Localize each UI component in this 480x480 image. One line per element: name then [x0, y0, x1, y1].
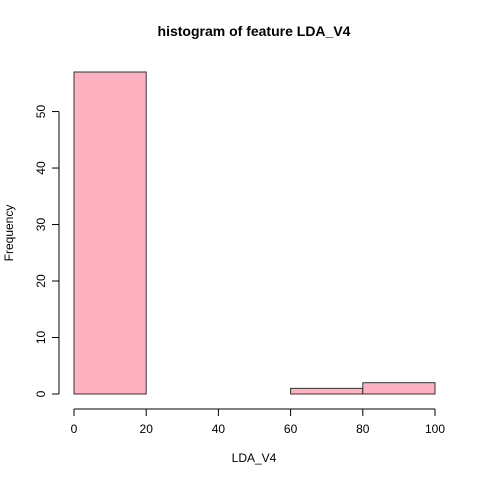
y-axis-label: Frequency — [2, 205, 16, 262]
y-tick-label: 20 — [34, 274, 48, 288]
x-axis-label: LDA_V4 — [232, 451, 277, 465]
histogram-bar — [73, 71, 147, 395]
x-tick-label: 0 — [71, 422, 78, 436]
y-tick-label: 30 — [34, 218, 48, 232]
x-tick-label: 80 — [356, 422, 370, 436]
x-tick-label: 60 — [284, 422, 298, 436]
y-axis: 0 10 20 30 40 50 — [34, 105, 60, 397]
x-axis: 0 20 40 60 80 100 — [71, 408, 445, 436]
y-tick-label: 10 — [34, 331, 48, 345]
histogram-bar — [290, 387, 364, 395]
x-tick-label: 100 — [425, 422, 445, 436]
bars-group — [73, 71, 436, 395]
y-tick-label: 40 — [34, 161, 48, 175]
histogram-bar — [362, 382, 436, 395]
chart-title: histogram of feature LDA_V4 — [158, 23, 351, 39]
x-tick-label: 40 — [212, 422, 226, 436]
x-tick-label: 20 — [140, 422, 154, 436]
y-tick-label: 0 — [34, 390, 48, 397]
y-tick-label: 50 — [34, 105, 48, 119]
